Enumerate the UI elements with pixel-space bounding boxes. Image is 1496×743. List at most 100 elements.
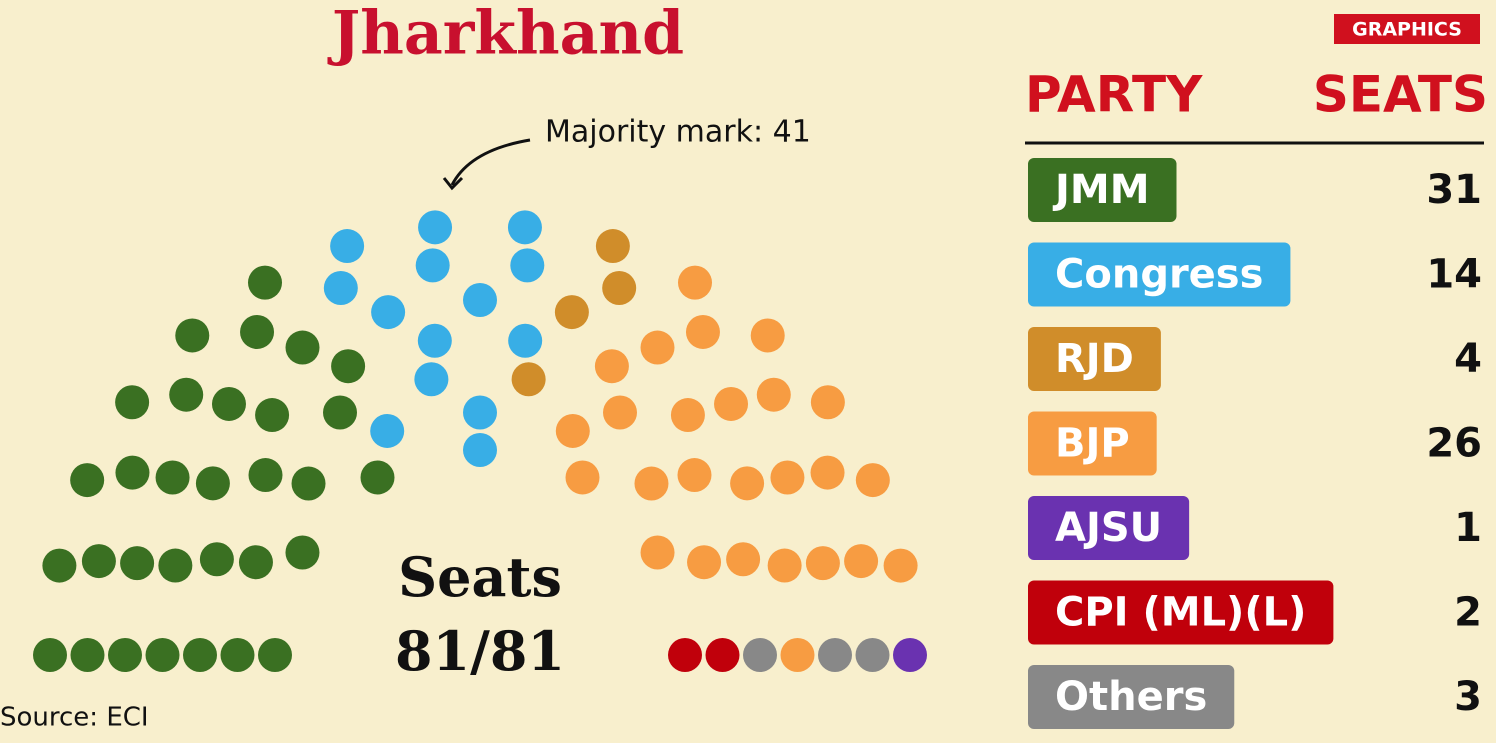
- seat: [565, 460, 600, 495]
- party-name: RJD: [1055, 336, 1134, 382]
- seat: [211, 386, 246, 421]
- party-name: Congress: [1055, 252, 1263, 298]
- seat: [414, 362, 449, 397]
- seat: [743, 638, 777, 672]
- party-chip: [1028, 496, 1190, 560]
- seat: [687, 545, 722, 580]
- seat: [511, 362, 546, 397]
- seat: [818, 638, 852, 672]
- badge-bg: [1334, 14, 1480, 44]
- seat: [323, 271, 358, 306]
- seat: [668, 638, 702, 672]
- seat: [705, 638, 740, 672]
- table-header: SEATS: [1313, 66, 1488, 124]
- seat: [145, 638, 180, 672]
- seat: [175, 318, 210, 353]
- seat: [255, 398, 290, 433]
- seat: [115, 385, 150, 420]
- seat: [678, 265, 712, 300]
- party-name: AJSU: [1055, 505, 1162, 551]
- seat: [240, 314, 275, 349]
- seat: [258, 638, 292, 672]
- seat: [883, 548, 918, 583]
- seat: [767, 548, 802, 583]
- seat: [463, 433, 497, 467]
- seat: [418, 210, 453, 245]
- party-chip: [1028, 158, 1177, 222]
- seat: [603, 395, 637, 430]
- party-name: CPI (ML)(L): [1055, 590, 1306, 636]
- seat: [285, 330, 320, 365]
- seat: [81, 544, 116, 579]
- seat: [670, 398, 705, 433]
- seat: [810, 455, 845, 490]
- seat: [183, 638, 217, 672]
- seat: [756, 377, 791, 412]
- seat-count: 31: [1426, 167, 1482, 213]
- chart-title: Jharkhand: [327, 0, 684, 69]
- seat: [285, 535, 320, 570]
- seat: [220, 638, 255, 672]
- party-chip: [1028, 242, 1291, 307]
- seat: [323, 395, 357, 430]
- seat: [855, 463, 890, 498]
- seat: [238, 545, 273, 580]
- seat: [893, 638, 927, 672]
- seat: [805, 546, 840, 581]
- seat: [248, 458, 283, 493]
- party-chip: [1028, 580, 1334, 645]
- seat: [510, 248, 545, 283]
- seat: [714, 386, 749, 421]
- seat: [726, 542, 761, 577]
- seat: [770, 460, 805, 495]
- seat-count: 14: [1426, 252, 1482, 298]
- party-chip: [1028, 665, 1235, 729]
- center-value: 81/81: [395, 619, 565, 683]
- seat: [640, 535, 675, 570]
- seat: [855, 638, 890, 672]
- seat: [810, 385, 845, 420]
- seat: [685, 314, 720, 349]
- party-chip: [1028, 327, 1161, 391]
- seat: [331, 349, 366, 384]
- table-header: PARTY: [1025, 66, 1203, 124]
- seat: [291, 466, 326, 501]
- seat: [780, 638, 815, 672]
- seat: [594, 349, 629, 384]
- seat: [158, 548, 193, 583]
- seat: [640, 330, 675, 365]
- seat: [555, 413, 590, 448]
- seat-count: 26: [1426, 421, 1482, 467]
- annotation: Majority mark: 41: [545, 115, 811, 150]
- seat: [248, 265, 282, 300]
- seat-count: 4: [1454, 336, 1482, 382]
- seat: [507, 210, 542, 245]
- seat: [634, 466, 669, 501]
- party-chip: [1028, 411, 1157, 476]
- seat: [360, 460, 395, 495]
- seat: [508, 323, 543, 358]
- seat: [155, 460, 190, 495]
- seat: [195, 466, 230, 501]
- seat: [554, 295, 589, 330]
- seat: [750, 318, 785, 353]
- seat: [417, 323, 452, 358]
- seat: [677, 458, 712, 493]
- seat: [370, 413, 405, 448]
- seat: [115, 455, 150, 490]
- annotation-arrowhead: [442, 176, 464, 191]
- seat: [463, 283, 497, 317]
- seat: [371, 295, 406, 330]
- seat: [42, 548, 77, 583]
- seat: [844, 544, 879, 579]
- seat: [70, 463, 105, 498]
- party-name: JMM: [1052, 167, 1150, 213]
- seat: [199, 542, 234, 577]
- seat: [169, 377, 204, 412]
- seat: [70, 638, 105, 672]
- seat: [330, 229, 365, 264]
- seat-count: 3: [1454, 674, 1482, 720]
- party-name: Others: [1055, 674, 1207, 720]
- seat: [120, 546, 155, 581]
- center-label: Seats: [398, 545, 562, 609]
